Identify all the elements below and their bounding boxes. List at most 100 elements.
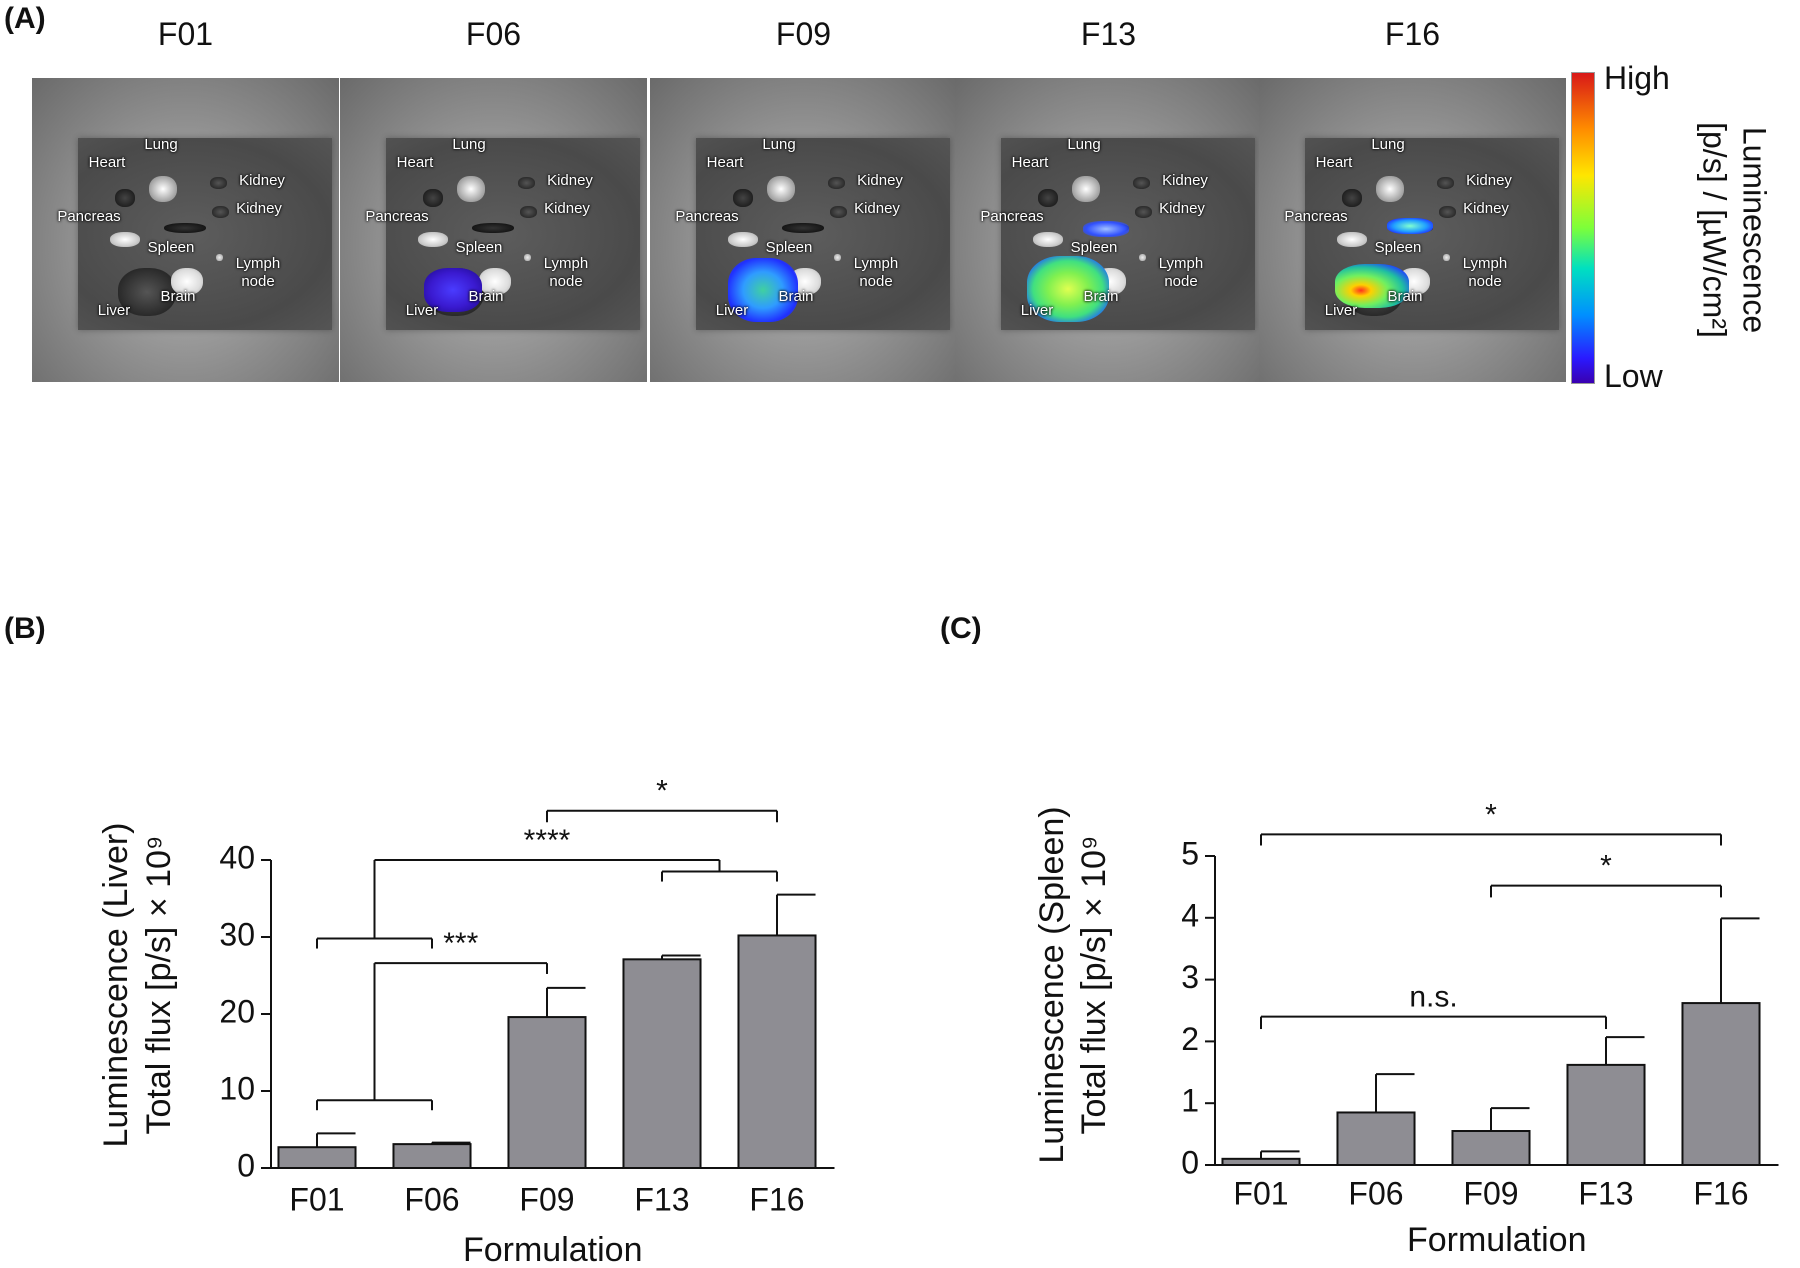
organ-label: Lung <box>1371 136 1405 153</box>
organ <box>1139 254 1146 261</box>
organ-label: Heart <box>396 154 434 171</box>
y-tick-label: 30 <box>219 916 255 952</box>
organ-label: Spleen <box>765 239 813 256</box>
organ <box>1072 176 1100 202</box>
organ <box>472 223 514 233</box>
organ-label: Liver <box>715 302 749 319</box>
organ <box>1033 232 1063 247</box>
y-tick-label: 5 <box>1181 835 1199 871</box>
organ-label: Kidney <box>239 172 285 189</box>
x-tick-label: F16 <box>1693 1175 1748 1211</box>
organ <box>728 232 758 247</box>
organ-label: Brain <box>778 288 814 305</box>
y-axis-label: Total flux [p/s] × 10⁹ <box>140 836 178 1135</box>
organ <box>518 177 535 189</box>
organ-label: Lymph node <box>543 255 589 290</box>
x-tick-label: F13 <box>634 1181 689 1217</box>
organ <box>216 254 223 261</box>
organ-label: Heart <box>88 154 126 171</box>
organ-label: Pancreas <box>57 208 121 225</box>
organ-image: Heart Lung Kidney Kidney Pancreas Spleen Lymph… <box>1259 78 1566 382</box>
panel-label: (A) <box>4 2 46 35</box>
bar <box>1336 1111 1416 1166</box>
organ <box>1437 177 1454 189</box>
y-tick-label: 40 <box>219 839 255 875</box>
organ <box>212 206 229 218</box>
organ-label: Kidney <box>547 172 593 189</box>
organ <box>118 268 176 316</box>
organ-label: Kidney <box>544 200 590 217</box>
x-tick-label: F01 <box>289 1181 344 1217</box>
x-tick-label: F06 <box>404 1181 459 1217</box>
y-tick-label: 1 <box>1181 1083 1199 1119</box>
organ-label: Lymph node <box>853 255 899 290</box>
bar <box>507 1016 587 1170</box>
y-tick-label: 20 <box>219 993 255 1029</box>
organ-label: Spleen <box>1070 239 1118 256</box>
luminescence-signal <box>424 268 482 312</box>
organ <box>1337 232 1367 247</box>
image-title: F13 <box>1080 16 1137 52</box>
organ-label: Lung <box>452 136 486 153</box>
bar <box>1451 1130 1531 1167</box>
y-axis-label: Luminescence (Liver) <box>97 822 135 1147</box>
organ <box>423 189 443 207</box>
x-tick-label: F01 <box>1233 1175 1288 1211</box>
organ-label: Spleen <box>147 239 195 256</box>
organ-label: Kidney <box>854 200 900 217</box>
organ-image: Heart Lung Kidney Kidney Pancreas Spleen Lymph… <box>955 78 1262 382</box>
colorbar <box>1571 72 1595 384</box>
organ-label: Pancreas <box>1284 208 1348 225</box>
y-tick-label: 0 <box>237 1147 255 1183</box>
organ-label: Spleen <box>455 239 503 256</box>
y-tick-label: 10 <box>219 1070 255 1106</box>
organ <box>830 206 847 218</box>
organ <box>767 176 795 202</box>
organ <box>520 206 537 218</box>
luminescence-signal <box>1387 218 1433 234</box>
x-tick-label: F16 <box>749 1181 804 1217</box>
organ-label: Liver <box>405 302 439 319</box>
bar <box>277 1146 357 1169</box>
organ-label: Kidney <box>236 200 282 217</box>
organ-label: Kidney <box>1162 172 1208 189</box>
x-tick-label: F09 <box>1463 1175 1518 1211</box>
panel-label: (B) <box>4 612 46 645</box>
organ-label: Heart <box>1011 154 1049 171</box>
organ <box>171 268 203 295</box>
organ-label: Kidney <box>1159 200 1205 217</box>
organ <box>418 232 448 247</box>
organ <box>1376 176 1404 202</box>
organ-label: Kidney <box>1466 172 1512 189</box>
organ <box>479 268 511 295</box>
organ-label: Liver <box>1324 302 1358 319</box>
organ <box>834 254 841 261</box>
organ <box>782 223 824 233</box>
image-title: F09 <box>775 16 832 52</box>
organ <box>828 177 845 189</box>
organ-label: Liver <box>1020 302 1054 319</box>
organ <box>149 176 177 202</box>
luminescence-signal <box>1027 256 1109 322</box>
organ-label: Lymph node <box>1462 255 1508 290</box>
organ <box>1443 254 1450 261</box>
organ <box>115 189 135 207</box>
bar <box>1566 1063 1646 1167</box>
organ-label: Lymph node <box>235 255 281 290</box>
organ-label: Pancreas <box>365 208 429 225</box>
panel-label: (C) <box>940 612 982 645</box>
y-tick-label: 0 <box>1181 1144 1199 1180</box>
organ <box>524 254 531 261</box>
organ <box>210 177 227 189</box>
image-title: F16 <box>1384 16 1441 52</box>
organ-label: Heart <box>706 154 744 171</box>
organ <box>1133 177 1150 189</box>
bar <box>392 1143 472 1170</box>
significance-label: **** <box>524 824 571 857</box>
y-tick-label: 3 <box>1181 959 1199 995</box>
luminescence-signal <box>1083 221 1129 237</box>
organ-label: Brain <box>160 288 196 305</box>
significance-label: * <box>1485 798 1497 831</box>
y-tick-label: 4 <box>1181 897 1199 933</box>
colorbar-title: Luminescence <box>1737 127 1773 333</box>
